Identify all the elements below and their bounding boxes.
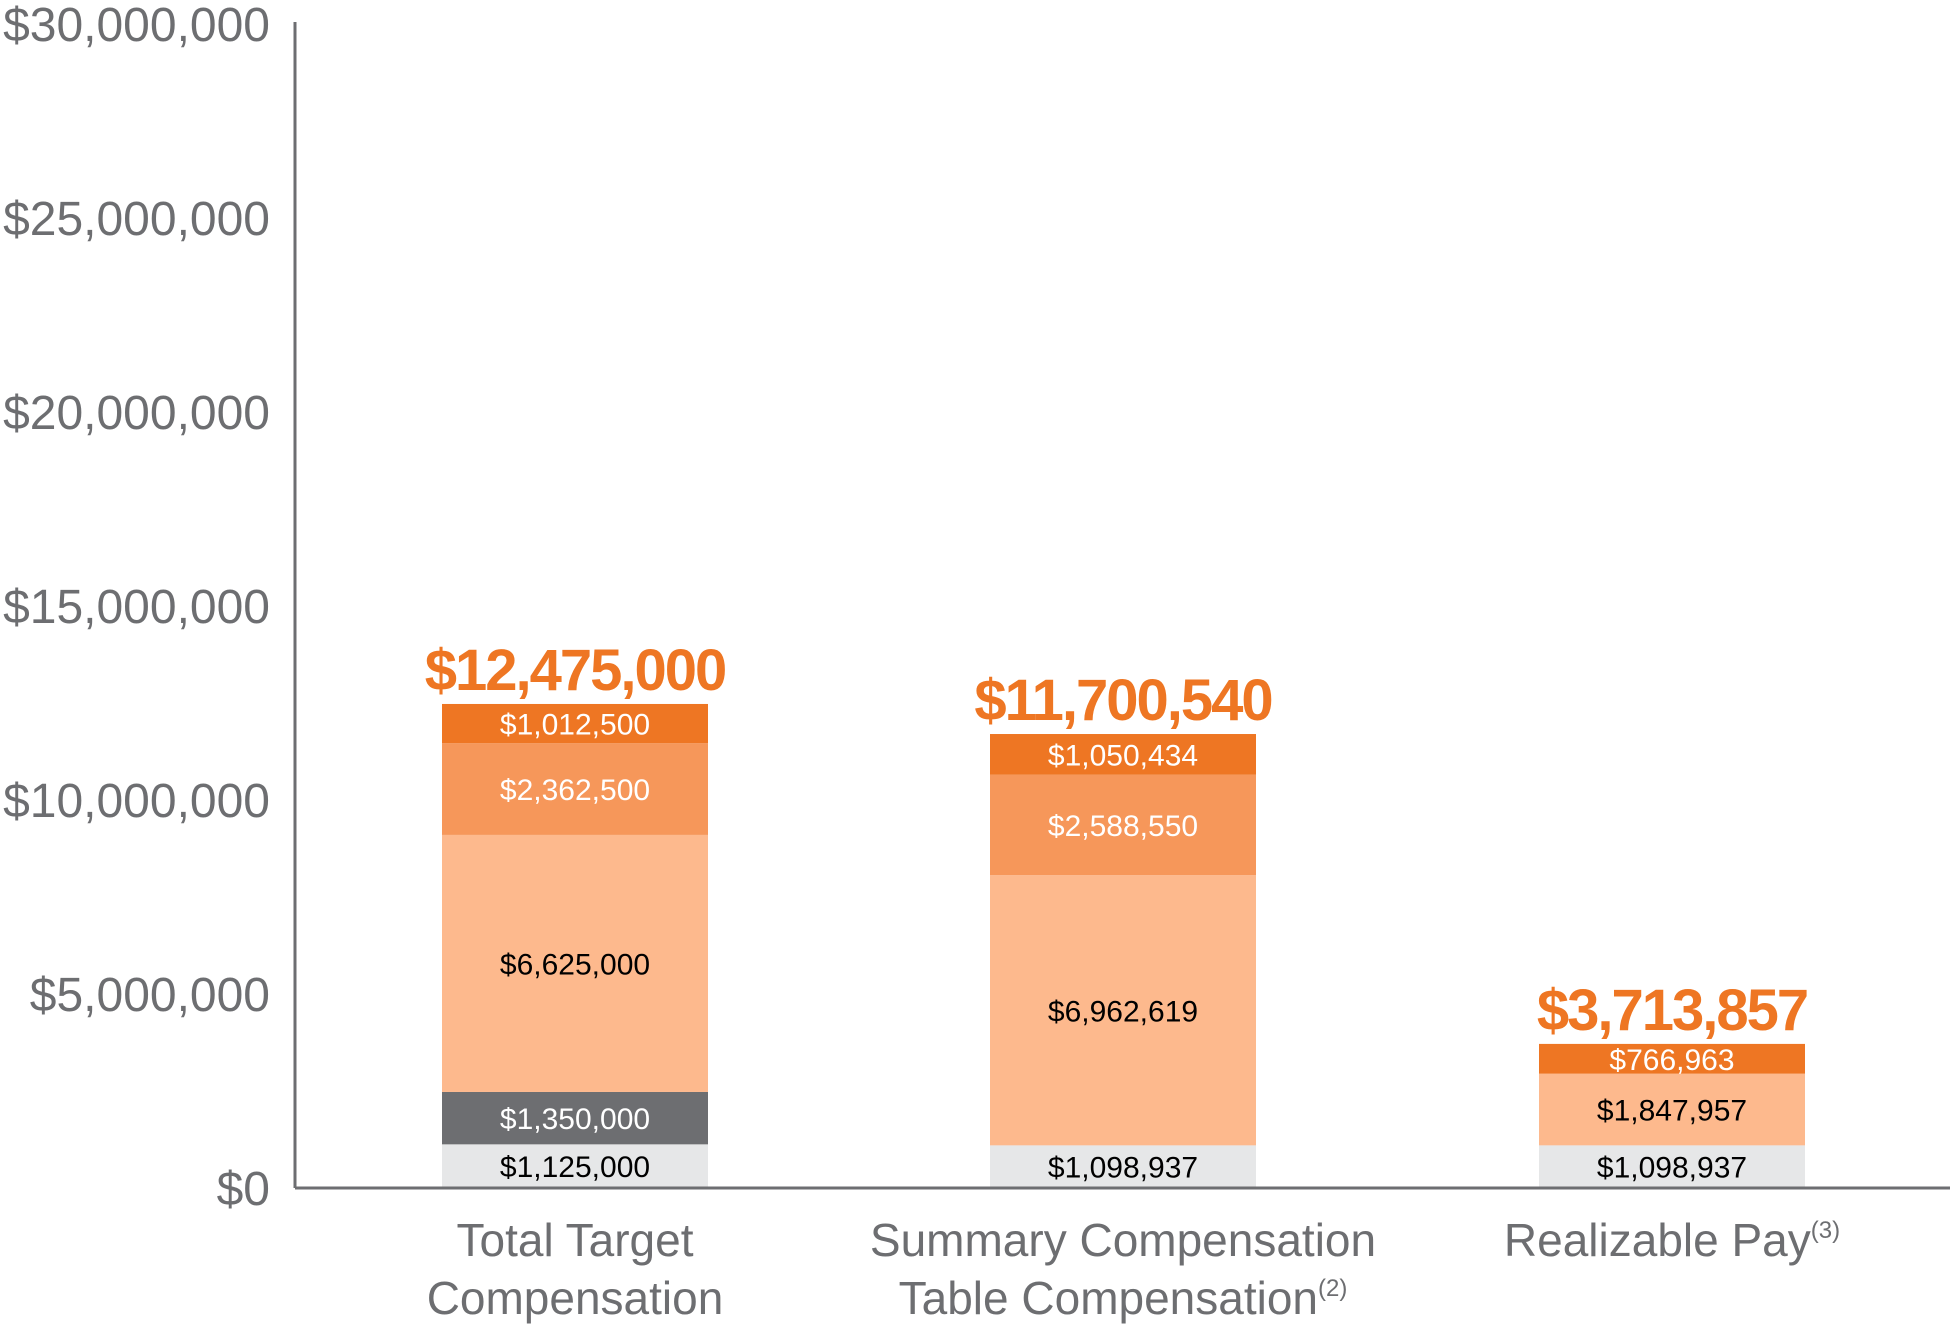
y-tick-label: $5,000,000 (30, 969, 270, 1022)
category-label: Total Target (457, 1214, 694, 1266)
segment-value-label: $1,125,000 (500, 1151, 650, 1184)
bar-total-label: $12,475,000 (425, 638, 726, 703)
y-tick-label: $15,000,000 (3, 581, 270, 634)
segment-value-label: $6,625,000 (500, 948, 650, 981)
bar-total-label: $3,713,857 (1537, 978, 1807, 1043)
category-label: Table Compensation(2) (899, 1272, 1348, 1324)
bar-segment (990, 875, 1256, 1146)
category-labels: Total Target Compensation Summary Compensa… (427, 1214, 1840, 1324)
segment-value-label: $766,963 (1609, 1044, 1734, 1077)
segment-value-label: $1,847,957 (1597, 1095, 1747, 1128)
bar-segment (442, 834, 708, 1092)
category-label: Compensation (427, 1272, 724, 1324)
bar-segment (442, 743, 708, 835)
bar-segment (442, 703, 708, 744)
category-label: Summary Compensation (870, 1214, 1376, 1266)
y-tick-label: $30,000,000 (3, 0, 270, 52)
y-tick-label: $0 (217, 1163, 270, 1216)
bar-segment (442, 1144, 708, 1188)
segment-value-label: $1,050,434 (1048, 739, 1198, 772)
segment-value-label: $1,350,000 (500, 1103, 650, 1136)
y-tick-label: $25,000,000 (3, 193, 270, 246)
segment-value-label: $1,098,937 (1597, 1152, 1747, 1185)
bar-segment (442, 1091, 708, 1145)
segment-value-label: $1,098,937 (1048, 1152, 1198, 1185)
category-label-line: Realizable Pay (1504, 1214, 1811, 1266)
bar-segment (990, 1145, 1256, 1188)
bar-segment (1539, 1073, 1805, 1146)
category-label-line: Summary Compensation (870, 1214, 1376, 1266)
segment-value-label: $2,588,550 (1048, 810, 1198, 843)
bar-segment (990, 774, 1256, 876)
axes (293, 22, 1950, 1190)
bars: $1,125,000 $1,350,000 $6,625,000 $2,362,500… (425, 638, 1809, 1188)
category-label: Realizable Pay(3) (1504, 1214, 1840, 1266)
footnote-marker: (2) (1318, 1275, 1347, 1302)
y-tick-label: $20,000,000 (3, 387, 270, 440)
segment-value-label: $1,012,500 (500, 709, 650, 742)
footnote-marker: (3) (1811, 1217, 1840, 1244)
bar-segment (1539, 1145, 1805, 1188)
category-label-line: Table Compensation (899, 1272, 1318, 1324)
category-label-line: Total Target (457, 1214, 694, 1266)
category-label-line: Compensation (427, 1272, 724, 1324)
y-tick-label: $10,000,000 (3, 775, 270, 828)
y-axis-ticks: $0 $5,000,000 $10,000,000 $15,000,000 $20,00… (3, 0, 270, 1216)
bar-segment (990, 734, 1256, 775)
segment-value-label: $2,362,500 (500, 774, 650, 807)
bar-segment (1539, 1043, 1805, 1074)
segment-value-label: $6,962,619 (1048, 995, 1198, 1028)
bar-total-label: $11,700,540 (974, 668, 1271, 733)
